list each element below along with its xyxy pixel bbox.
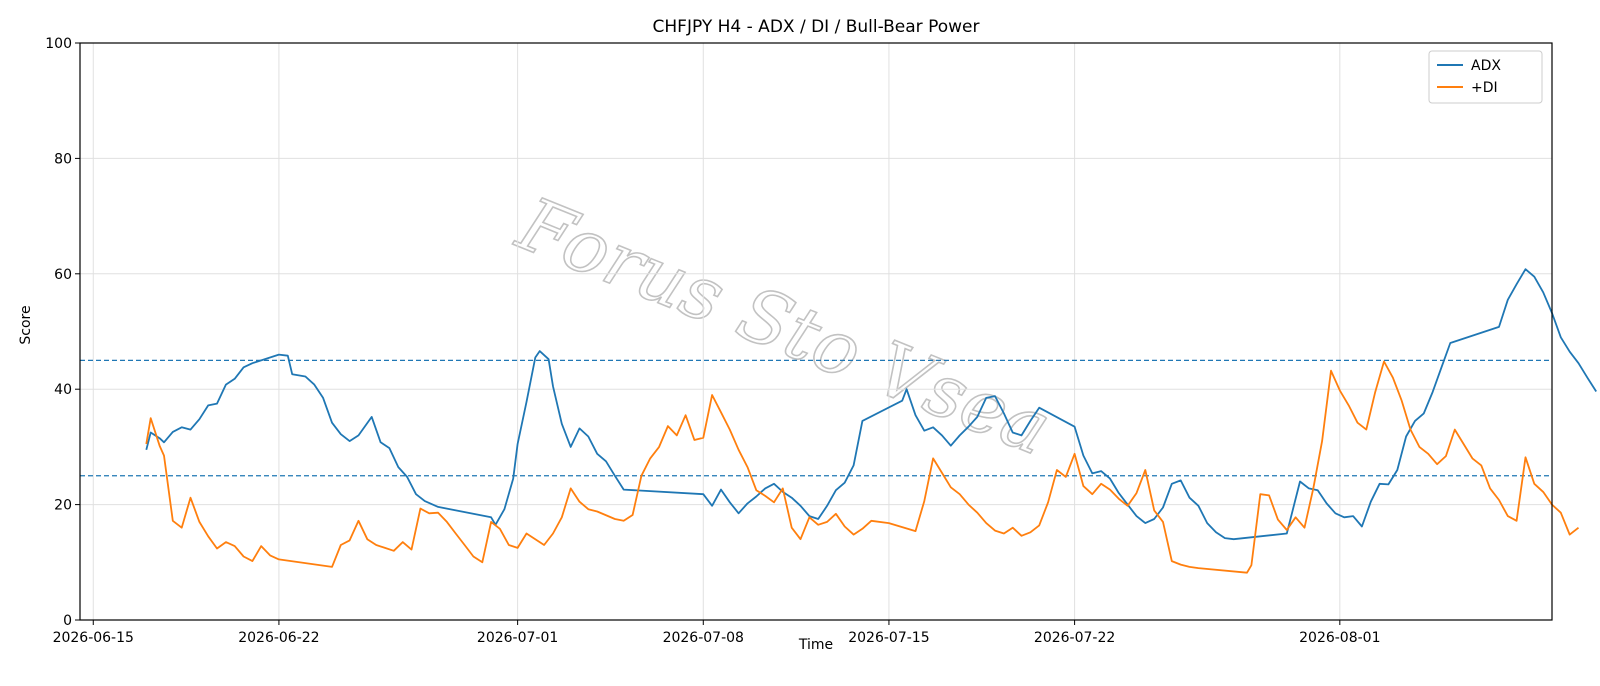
y-tick-label: 60 [54,267,72,283]
series-line-di [145,360,1580,574]
watermark-text: Forus Sto Vsea [505,181,1062,473]
chart-title: CHFJPY H4 - ADX / DI / Bull-Bear Power [653,17,980,37]
y-tick-label: 100 [45,36,72,52]
series-line-adx [145,268,1597,541]
x-tick-label: 2026-08-01 [1299,630,1380,646]
y-axis-title: Score [18,305,34,344]
y-tick-label: 0 [63,613,72,629]
x-tick-label: 2026-07-15 [848,630,929,646]
series-lines [145,268,1597,574]
threshold-lines [80,359,1552,477]
y-tick-label: 80 [54,151,72,167]
y-tick-label: 20 [54,498,72,514]
x-axis-title: Time [798,637,833,653]
y-axis-ticks: 0 20 40 60 80 100 [45,36,80,629]
x-tick-label: 2026-07-22 [1034,630,1115,646]
legend-label: ADX [1471,58,1501,74]
x-axis-ticks: 2026-06-15 2026-06-22 2026-07-01 2026-07-08… [53,620,1381,646]
x-tick-label: 2026-07-08 [663,630,744,646]
legend-label: +DI [1471,80,1498,96]
x-tick-label: 2026-06-15 [53,630,134,646]
legend: ADX +DI [1428,50,1543,104]
y-tick-label: 40 [54,382,72,398]
x-tick-label: 2026-07-01 [477,630,558,646]
x-tick-label: 2026-06-22 [238,630,319,646]
plot-frame [79,42,1553,621]
